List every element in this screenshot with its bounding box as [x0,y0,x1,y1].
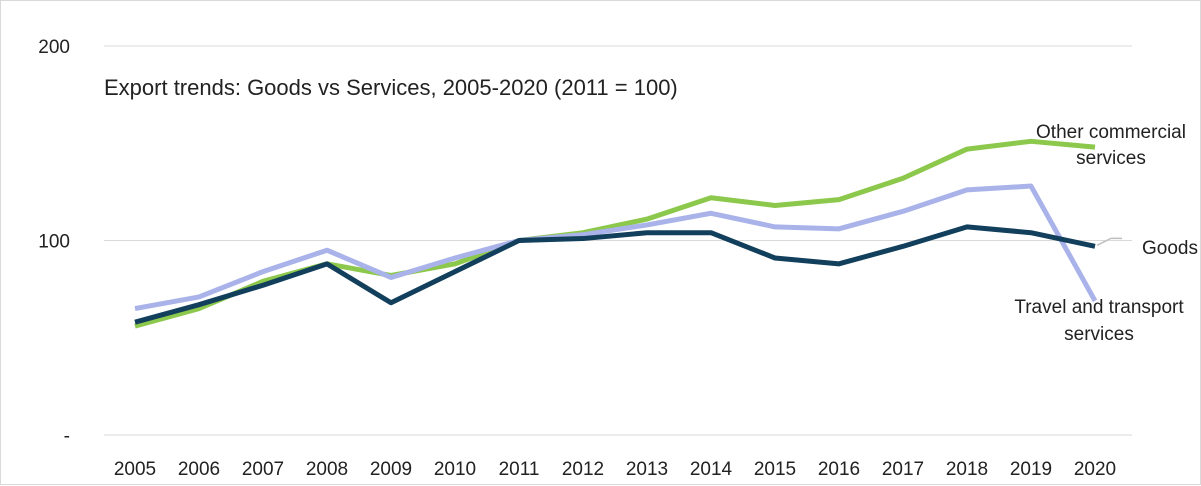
x-tick-label: 2016 [818,459,860,480]
x-tick-label: 2017 [882,459,924,480]
gridlines [104,45,1132,436]
x-tick-label: 2018 [946,459,988,480]
x-tick-label: 2014 [690,459,733,480]
y-tick-label: - [64,426,70,447]
x-tick-label: 2011 [499,459,540,480]
x-tick-label: 2005 [114,459,156,480]
y-axis-ticks: 200 100 - [38,37,70,447]
series-line-travel-and-transport-services [134,183,1098,312]
series-lines [134,138,1098,329]
x-tick-label: 2012 [562,459,604,480]
x-tick-label: 2009 [370,459,412,480]
x-tick-label: 2020 [1074,459,1116,480]
x-tick-label: 2013 [626,459,668,480]
x-tick-label: 2010 [434,459,476,480]
y-tick-label: 100 [38,232,70,253]
x-axis-ticks: 2005 2006 2007 2008 2009 2010 2011 2012 2013 2014… [114,459,1116,480]
y-tick-label: 200 [38,37,70,58]
series-label-other-commercial-services: Other commercial services [1036,122,1186,169]
chart-title: Export trends: Goods vs Services, 2005-2… [104,75,678,100]
x-tick-label: 2015 [754,459,796,480]
x-tick-label: 2007 [242,459,284,480]
x-tick-label: 2008 [306,459,348,480]
series-label-goods: Goods [1142,238,1198,259]
series-line-goods [134,224,1096,325]
series-labels: Other commercial services Travel and trans… [1014,122,1198,345]
goods-leader-line [1096,237,1122,247]
x-tick-label: 2006 [178,459,220,480]
x-tick-label: 2019 [1010,459,1052,480]
series-label-travel-and-transport-services: Travel and transport services [1014,297,1184,345]
